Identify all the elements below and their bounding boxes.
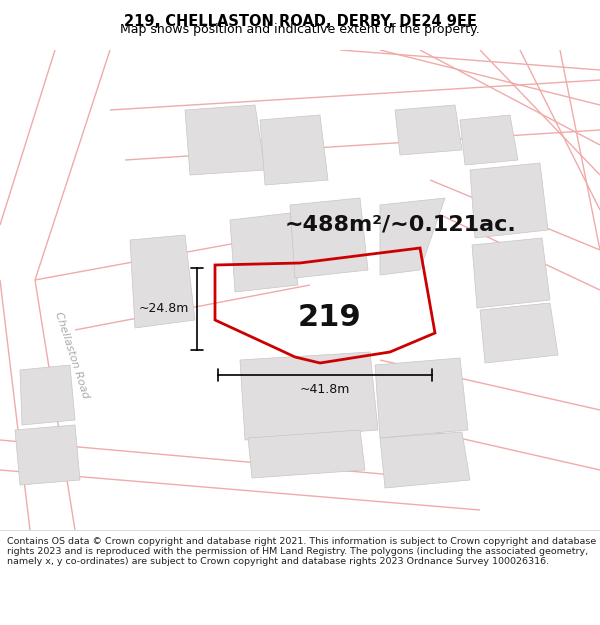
Polygon shape <box>380 432 470 488</box>
Polygon shape <box>472 238 550 308</box>
Polygon shape <box>248 430 365 478</box>
Polygon shape <box>395 105 462 155</box>
Text: Contains OS data © Crown copyright and database right 2021. This information is : Contains OS data © Crown copyright and d… <box>7 537 596 566</box>
Text: 219, CHELLASTON ROAD, DERBY, DE24 9EE: 219, CHELLASTON ROAD, DERBY, DE24 9EE <box>124 14 476 29</box>
Polygon shape <box>230 213 298 292</box>
Polygon shape <box>480 303 558 363</box>
Text: ~24.8m: ~24.8m <box>139 302 189 316</box>
Polygon shape <box>130 235 195 328</box>
Polygon shape <box>470 163 548 238</box>
Text: 219: 219 <box>298 304 362 332</box>
Polygon shape <box>460 115 518 165</box>
Polygon shape <box>260 115 328 185</box>
Text: Chellaston Road: Chellaston Road <box>53 311 91 399</box>
Polygon shape <box>290 198 368 278</box>
Polygon shape <box>380 198 445 275</box>
Polygon shape <box>20 365 75 425</box>
Polygon shape <box>240 352 378 440</box>
Text: Map shows position and indicative extent of the property.: Map shows position and indicative extent… <box>120 23 480 36</box>
Text: ~488m²/~0.121ac.: ~488m²/~0.121ac. <box>285 215 517 235</box>
Polygon shape <box>15 425 80 485</box>
Polygon shape <box>185 105 265 175</box>
Text: ~41.8m: ~41.8m <box>300 383 350 396</box>
Polygon shape <box>375 358 468 438</box>
